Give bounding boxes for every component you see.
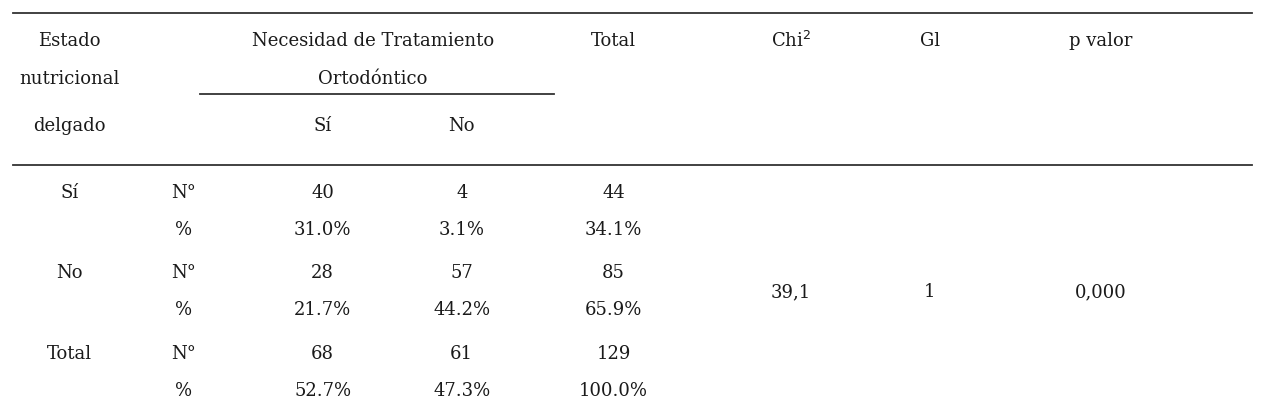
Text: 65.9%: 65.9%	[584, 301, 643, 319]
Text: Gl: Gl	[920, 32, 940, 50]
Text: N°: N°	[171, 344, 196, 362]
Text: Sí: Sí	[61, 183, 78, 201]
Text: No: No	[449, 117, 474, 135]
Text: delgado: delgado	[33, 117, 106, 135]
Text: Total: Total	[47, 344, 92, 362]
Text: 40: 40	[311, 183, 334, 201]
Text: 21.7%: 21.7%	[293, 301, 352, 319]
Text: 52.7%: 52.7%	[293, 381, 352, 399]
Text: Total: Total	[591, 32, 636, 50]
Text: Ortodóntico: Ortodóntico	[319, 69, 428, 88]
Text: Chi$^2$: Chi$^2$	[770, 31, 811, 51]
Text: 3.1%: 3.1%	[439, 220, 484, 238]
Text: 129: 129	[596, 344, 631, 362]
Text: %: %	[175, 301, 192, 319]
Text: 4: 4	[457, 183, 467, 201]
Text: %: %	[175, 220, 192, 238]
Text: Necesidad de Tratamiento: Necesidad de Tratamiento	[252, 32, 495, 50]
Text: 28: 28	[311, 263, 334, 282]
Text: 31.0%: 31.0%	[293, 220, 352, 238]
Text: 44: 44	[602, 183, 625, 201]
Text: 68: 68	[311, 344, 334, 362]
Text: nutricional: nutricional	[19, 69, 120, 88]
Text: 100.0%: 100.0%	[579, 381, 648, 399]
Text: N°: N°	[171, 183, 196, 201]
Text: N°: N°	[171, 263, 196, 282]
Text: %: %	[175, 381, 192, 399]
Text: Estado: Estado	[38, 32, 101, 50]
Text: No: No	[57, 263, 82, 282]
Text: p valor: p valor	[1069, 32, 1132, 50]
Text: Sí: Sí	[314, 117, 331, 135]
Text: 85: 85	[602, 263, 625, 282]
Text: 1: 1	[923, 282, 936, 300]
Text: 57: 57	[450, 263, 473, 282]
Text: 44.2%: 44.2%	[433, 301, 491, 319]
Text: 47.3%: 47.3%	[433, 381, 491, 399]
Text: 0,000: 0,000	[1075, 282, 1126, 300]
Text: 61: 61	[450, 344, 473, 362]
Text: 34.1%: 34.1%	[584, 220, 643, 238]
Text: 39,1: 39,1	[770, 282, 811, 300]
